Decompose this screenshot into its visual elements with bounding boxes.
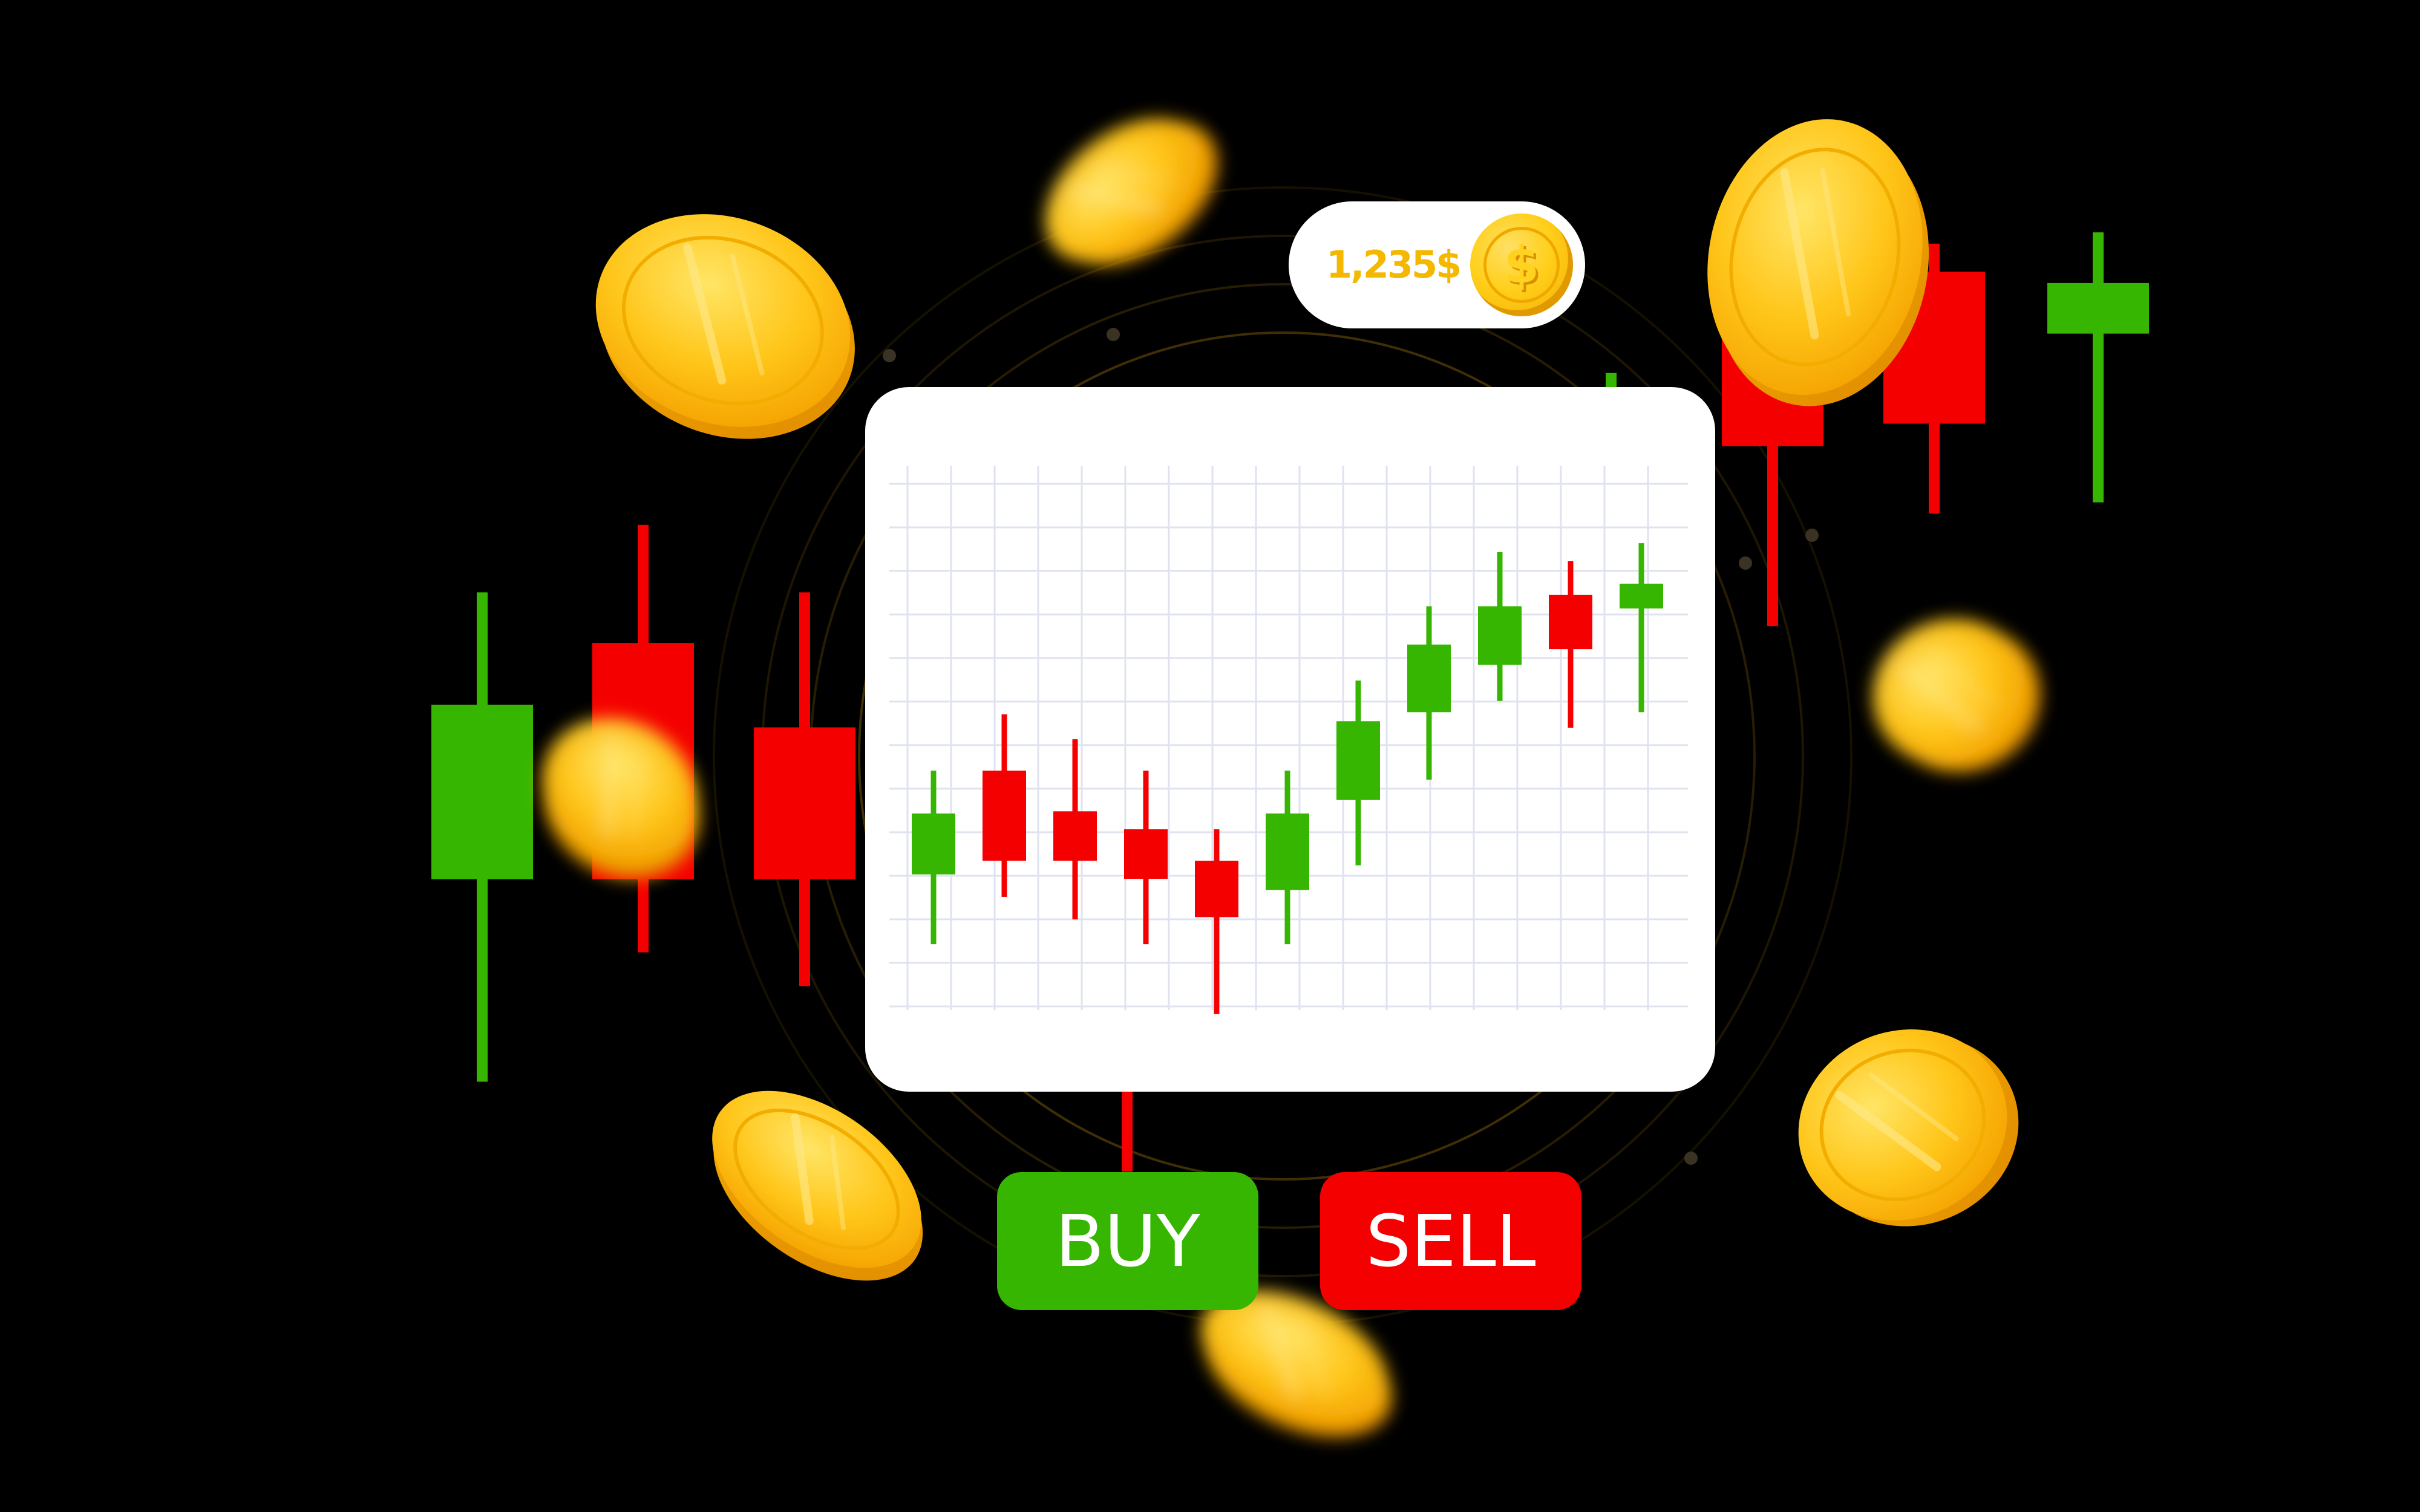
candle-wick [1638, 543, 1644, 712]
candle-body [1053, 811, 1097, 861]
candle-body [912, 813, 955, 875]
chart-candle [1336, 680, 1380, 865]
chart-candle [1620, 543, 1663, 712]
chart-candle [1124, 771, 1168, 945]
chart-candle [1478, 552, 1522, 701]
chart-candle [1407, 606, 1451, 780]
buy-button[interactable]: BUY [997, 1172, 1258, 1310]
background-candle [431, 592, 533, 1082]
candle-body [1195, 861, 1238, 917]
balance-amount: 1,235$ [1326, 243, 1462, 287]
chart-candle [1549, 561, 1592, 728]
gold-coin-icon [542, 719, 700, 879]
chart-candle [1266, 771, 1309, 945]
background-candle [754, 592, 855, 986]
candlestick-chart [889, 466, 1688, 1014]
gold-coin-icon [1045, 119, 1218, 265]
dollar-sign: $ [1483, 227, 1560, 303]
chart-candle [1053, 739, 1097, 920]
gold-coin-icon [1798, 1029, 2019, 1227]
candle-body [1266, 813, 1309, 890]
chart-panel [865, 387, 1715, 1092]
candle-wick [1214, 829, 1220, 1014]
candle-body [1407, 644, 1451, 712]
candle-body [983, 771, 1026, 861]
ring-dot [1739, 556, 1752, 570]
background-candle-wick [2093, 232, 2104, 503]
ring-dot [1107, 328, 1120, 341]
chart-candle [983, 714, 1026, 897]
coins-back [542, 119, 2041, 1227]
candle-body [1336, 721, 1380, 800]
chart-candle [1195, 829, 1238, 1014]
candle-body [1124, 829, 1168, 879]
candle-body [1620, 584, 1663, 609]
background-candle-body [431, 705, 533, 879]
ring-dot [883, 349, 896, 362]
background-candle-body [2047, 282, 2149, 334]
gold-coin-icon [595, 214, 855, 439]
background-candle [2047, 232, 2149, 503]
gold-coin-icon [1707, 119, 1929, 406]
sell-button[interactable]: SELL [1320, 1172, 1581, 1310]
chart-candle [912, 771, 955, 945]
ring-dot [1684, 1152, 1698, 1165]
candle-body [1478, 606, 1522, 665]
chart-candles [912, 543, 1663, 1014]
gold-coin-icon [1873, 619, 2041, 772]
candle-body [1549, 595, 1592, 650]
balance-badge: 1,235$ $ [1289, 201, 1585, 328]
ring-dot [1805, 529, 1819, 542]
background-candle-body [754, 727, 855, 879]
dollar-coin-icon: $ [1470, 213, 1573, 316]
